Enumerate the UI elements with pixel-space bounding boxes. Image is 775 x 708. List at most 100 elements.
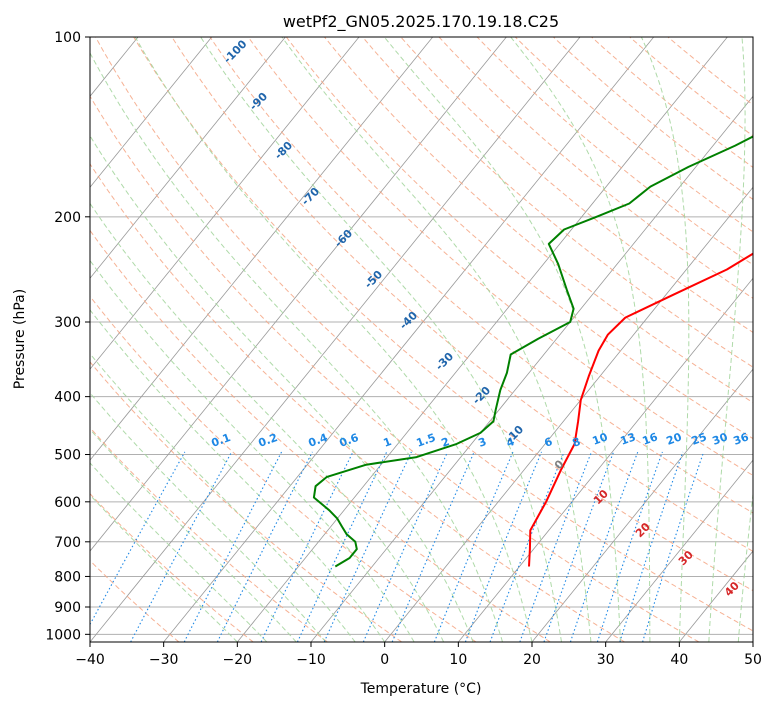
y-tick-label: 200 xyxy=(54,210,81,226)
dry-adiabat-label: -20 xyxy=(470,384,493,407)
x-tick-label: 50 xyxy=(744,652,762,668)
moist-adiabat-line xyxy=(708,37,746,642)
dry-adiabat-line xyxy=(90,163,625,642)
mixing-ratio-label: 0.1 xyxy=(210,431,233,450)
dry-adiabat-label: -50 xyxy=(362,268,385,291)
mixing-ratio-label: 8 xyxy=(571,435,583,450)
moist-adiabat-line xyxy=(90,352,356,642)
x-tick-label: −30 xyxy=(149,652,179,668)
dry-adiabat-label: -70 xyxy=(299,185,322,208)
dry-adiabat-label: -100 xyxy=(221,37,250,66)
dry-adiabat-line xyxy=(514,37,753,233)
dry-adiabat-line xyxy=(171,37,753,552)
mixing-ratio-label: 1 xyxy=(382,435,394,450)
dry-adiabat-label: -90 xyxy=(247,90,270,113)
dry-adiabat-line xyxy=(400,37,753,334)
y-axis: 100 200 300 400 500 600 700 800 900 1000 xyxy=(45,30,90,643)
y-tick-label: 800 xyxy=(54,569,81,585)
dry-adiabat-label: 20 xyxy=(633,520,653,540)
isotherm-line xyxy=(0,37,64,642)
dry-adiabat-label: -80 xyxy=(272,139,295,162)
moist-adiabat-line xyxy=(134,37,533,642)
mixing-ratio-line xyxy=(183,451,283,642)
adiabat-layer xyxy=(90,37,753,642)
mixing-ratio-label: 36 xyxy=(732,430,751,448)
x-tick-label: 40 xyxy=(670,652,688,668)
dry-adiabat-line xyxy=(90,493,254,642)
isotherm-line xyxy=(163,37,655,642)
isotherm-line xyxy=(90,37,434,461)
y-tick-label: 900 xyxy=(54,600,81,616)
plot-frame xyxy=(89,36,754,643)
y-tick-label: 400 xyxy=(54,390,81,406)
mixing-ratio-label: 10 xyxy=(591,430,610,448)
moist-adiabat-line xyxy=(90,202,445,642)
x-axis-title: Temperature (°C) xyxy=(360,681,482,697)
dry-adiabat-line xyxy=(362,37,753,368)
y-tick-label: 600 xyxy=(54,495,81,511)
mixing-ratio-label: 25 xyxy=(690,430,709,447)
dry-adiabat-line xyxy=(90,95,700,642)
mixing-ratio-label: 2 xyxy=(440,435,452,450)
x-tick-label: 10 xyxy=(449,652,467,668)
moist-adiabat-line xyxy=(281,37,592,642)
mixing-ratio-line xyxy=(296,451,388,642)
dry-adiabat-line xyxy=(90,229,551,642)
mixing-ratio-label: 16 xyxy=(641,430,660,448)
mixing-ratio-line xyxy=(90,451,186,626)
moist-adiabat-line xyxy=(510,37,651,642)
moist-adiabat-line xyxy=(200,37,562,642)
isotherm-line xyxy=(310,95,753,642)
mixing-ratio-label: 0.2 xyxy=(257,431,280,450)
dry-adiabat-label: -40 xyxy=(397,309,420,332)
mixing-ratio-line xyxy=(489,451,565,642)
isotherm-line xyxy=(531,368,753,642)
y-tick-label: 500 xyxy=(54,448,81,464)
isotherm-line xyxy=(90,37,360,370)
dry-adiabat-line xyxy=(90,361,402,642)
moist-adiabat-line xyxy=(737,490,753,642)
chart-title: wetPf2_GN05.2025.170.19.18.C25 xyxy=(283,12,559,32)
mixing-ratio-layer xyxy=(90,451,705,642)
mixing-ratio-line xyxy=(569,451,639,642)
x-tick-label: 0 xyxy=(380,652,389,668)
mixing-ratio-line xyxy=(596,451,663,642)
mixing-ratio-line xyxy=(130,451,233,642)
moist-adiabat-line xyxy=(90,51,503,642)
moist-adiabat-line xyxy=(90,428,297,642)
y-tick-label: 100 xyxy=(54,30,81,46)
dry-adiabat-line xyxy=(133,37,753,592)
y-tick-label: 1000 xyxy=(45,627,81,643)
dry-adiabat-label: -30 xyxy=(433,350,456,373)
dry-adiabat-line xyxy=(209,37,753,514)
mixing-ratio-label: 1.5 xyxy=(415,431,438,450)
temperature-profile-line xyxy=(528,252,753,567)
mixing-ratio-label: 20 xyxy=(665,430,684,448)
isotherm-line xyxy=(90,37,507,552)
y-tick-label: 300 xyxy=(54,315,81,331)
moist-adiabat-line xyxy=(90,134,474,642)
x-tick-label: −20 xyxy=(223,652,253,668)
moist-adiabat-line xyxy=(383,37,621,642)
mixing-ratio-label: 0.4 xyxy=(307,431,330,450)
mixing-ratio-line xyxy=(619,451,684,642)
dry-adiabat-line xyxy=(90,295,477,642)
mixing-ratio-line xyxy=(216,451,313,642)
mixing-ratio-label: 13 xyxy=(619,430,638,447)
mixing-ratio-line xyxy=(362,451,449,642)
isotherm-line xyxy=(237,37,728,642)
dewpoint-profile-line xyxy=(312,135,753,568)
dry-adiabat-line xyxy=(476,37,753,266)
mixing-ratio-label: 6 xyxy=(543,435,555,450)
moist-adiabat-line xyxy=(90,259,415,642)
mixing-ratio-line xyxy=(543,451,615,642)
dry-adiabat-line xyxy=(438,37,753,299)
x-tick-label: 20 xyxy=(523,652,541,668)
x-tick-label: −10 xyxy=(296,652,326,668)
dry-adiabat-line xyxy=(324,37,753,404)
mixing-ratio-line xyxy=(391,451,475,642)
moist-adiabat-line xyxy=(90,462,268,642)
moist-adiabat-line xyxy=(90,309,386,642)
dry-adiabat-label: 40 xyxy=(722,579,742,599)
